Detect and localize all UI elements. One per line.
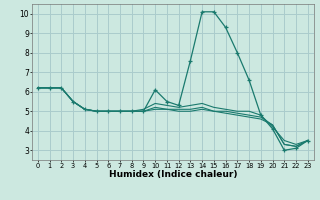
X-axis label: Humidex (Indice chaleur): Humidex (Indice chaleur): [108, 170, 237, 179]
